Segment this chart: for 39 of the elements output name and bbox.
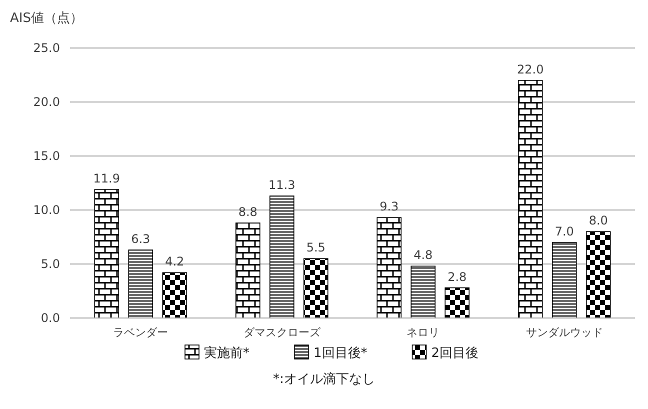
bar xyxy=(586,231,611,318)
text: *:オイル滴下なし xyxy=(273,372,375,387)
bar xyxy=(162,272,188,318)
bar xyxy=(444,287,470,318)
y-axis-title: AIS値（点） xyxy=(10,11,83,26)
bar xyxy=(128,250,154,318)
x-tick-label: ネロリ xyxy=(406,326,440,339)
bar xyxy=(94,189,120,318)
data-label: 6.3 xyxy=(131,232,150,246)
x-tick-label: ラベンダー xyxy=(113,326,168,339)
data-label: 4.8 xyxy=(414,248,433,262)
data-label: 9.3 xyxy=(380,200,399,214)
bar xyxy=(376,217,402,318)
data-label: 11.3 xyxy=(268,178,296,192)
x-tick-label: ダマスクローズ xyxy=(243,326,322,339)
y-tick-label: 5.0 xyxy=(40,257,60,271)
y-tick-label: 0.0 xyxy=(40,311,60,325)
bar xyxy=(235,222,260,318)
y-tick-label: 10.0 xyxy=(33,203,60,217)
data-label: 8.8 xyxy=(238,204,258,219)
y-tick-label: 20.0 xyxy=(33,95,60,109)
bar xyxy=(552,242,577,318)
legend-label: 2回目後 xyxy=(431,346,479,361)
bar xyxy=(410,266,436,318)
bar xyxy=(303,258,328,318)
legend-label: 実施前* xyxy=(204,345,250,361)
data-label: 5.5 xyxy=(306,240,326,255)
y-tick-label: 15.0 xyxy=(33,149,60,163)
bar xyxy=(518,80,543,318)
x-tick-label: サンダルウッド xyxy=(526,326,603,339)
data-label: 7.0 xyxy=(554,224,574,238)
data-label: 4.2 xyxy=(165,254,184,269)
legend-label: 1回目後* xyxy=(314,346,368,361)
data-label: 11.9 xyxy=(93,171,120,186)
data-label: 2.8 xyxy=(448,270,467,284)
bar xyxy=(269,196,294,318)
data-label: 8.0 xyxy=(588,214,608,228)
data-label: 22.0 xyxy=(517,62,544,76)
y-tick-label: 25.0 xyxy=(33,41,60,55)
